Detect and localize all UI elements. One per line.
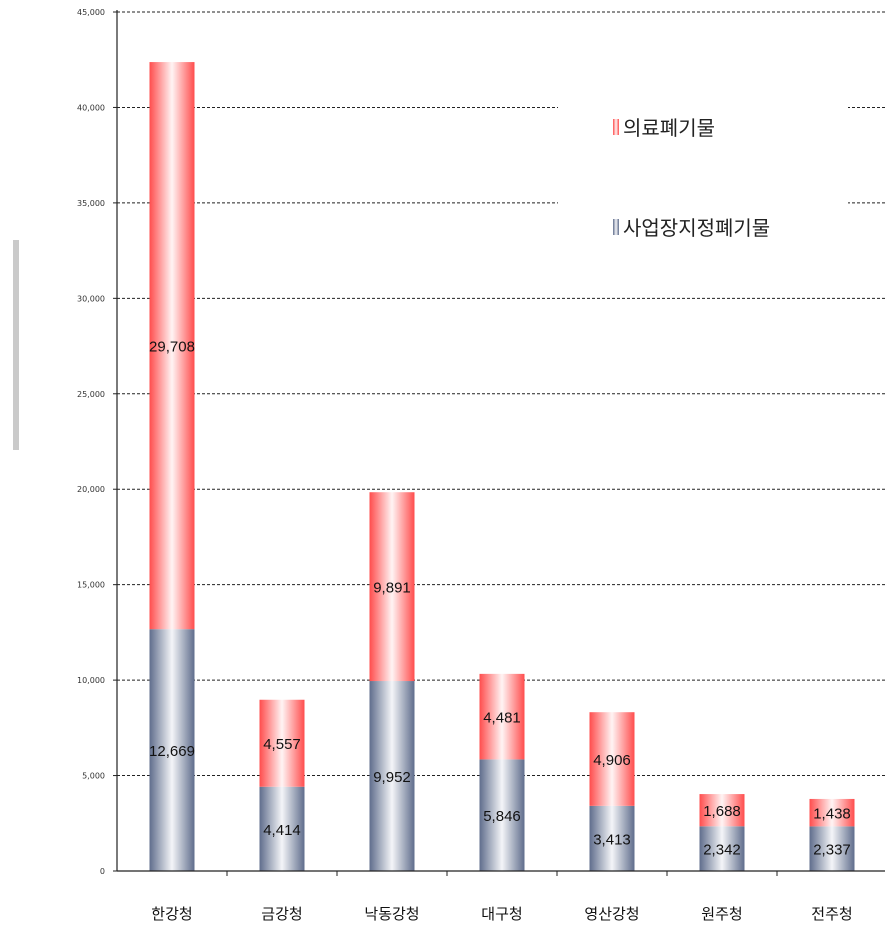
data-label: 12,669 <box>149 743 195 760</box>
bar-segment-의료폐기물 <box>699 794 745 827</box>
y-tick-label: 25,000 <box>77 390 105 399</box>
y-tick-label: 10,000 <box>77 676 105 685</box>
y-axis-title-blurred <box>13 240 19 450</box>
legend-label: 사업장지정폐기물 <box>623 216 770 240</box>
y-tick-label: 35,000 <box>77 199 105 208</box>
data-label: 9,952 <box>373 769 411 786</box>
data-label: 29,708 <box>149 339 195 356</box>
y-tick-label: 30,000 <box>77 294 105 303</box>
bar-segment-사업장지정폐기물 <box>809 826 855 871</box>
y-tick-label: 15,000 <box>77 581 105 590</box>
data-label: 1,438 <box>813 806 851 823</box>
data-label: 2,342 <box>703 842 741 859</box>
legend-background <box>558 95 848 255</box>
data-label: 3,413 <box>593 831 631 848</box>
legend-swatch <box>613 119 619 135</box>
data-label: 1,688 <box>703 803 741 820</box>
bar-segment-의료폐기물 <box>479 673 525 760</box>
bar-segment-사업장지정폐기물 <box>479 759 525 871</box>
data-label: 5,846 <box>483 808 521 825</box>
bar-segment-사업장지정폐기물 <box>589 805 635 871</box>
data-label: 9,891 <box>373 580 411 597</box>
data-label: 4,481 <box>483 710 521 727</box>
x-category-label: 금강청 <box>261 905 302 923</box>
bar-segment-의료폐기물 <box>809 798 855 827</box>
x-category-label: 대구청 <box>481 905 522 923</box>
x-category-label: 낙동강청 <box>364 905 419 923</box>
data-label: 4,414 <box>263 822 301 839</box>
data-label: 2,337 <box>813 842 851 859</box>
y-tick-label: 45,000 <box>77 8 105 17</box>
y-axis: 0 5,000 10,000 15,000 20,000 25,000 30,000 35,0… <box>77 8 118 876</box>
y-tick-label: 20,000 <box>77 485 105 494</box>
bar-segment-사업장지정폐기물 <box>369 681 415 871</box>
bar-segment-사업장지정폐기물 <box>259 786 305 871</box>
x-category-label: 원주청 <box>701 905 742 923</box>
data-label: 4,557 <box>263 736 301 753</box>
legend-swatch <box>613 219 619 235</box>
bar-segment-사업장지정폐기물 <box>699 826 745 871</box>
y-tick-label: 0 <box>100 867 105 876</box>
bar-segment-의료폐기물 <box>589 712 635 806</box>
y-tick-label: 5,000 <box>82 772 105 781</box>
bar-segment-의료폐기물 <box>259 699 305 787</box>
y-tick-label: 40,000 <box>77 103 105 112</box>
data-label: 4,906 <box>593 752 631 769</box>
bar-segment-사업장지정폐기물 <box>149 629 195 871</box>
x-axis: 한강청 금강청 낙동강청 대구청 영산강청 원주청 전주청 <box>117 870 885 923</box>
x-category-label: 영산강청 <box>584 905 639 923</box>
x-category-label: 한강청 <box>151 905 192 923</box>
legend-label: 의료폐기물 <box>623 116 715 140</box>
data-labels: 12,669 29,708 4,414 4,557 9,952 9,891 5,846 4,4… <box>149 339 851 859</box>
bar-segment-의료폐기물 <box>149 62 195 630</box>
x-category-label: 전주청 <box>811 905 852 923</box>
bars <box>149 62 855 871</box>
bar-segment-의료폐기물 <box>369 492 415 682</box>
